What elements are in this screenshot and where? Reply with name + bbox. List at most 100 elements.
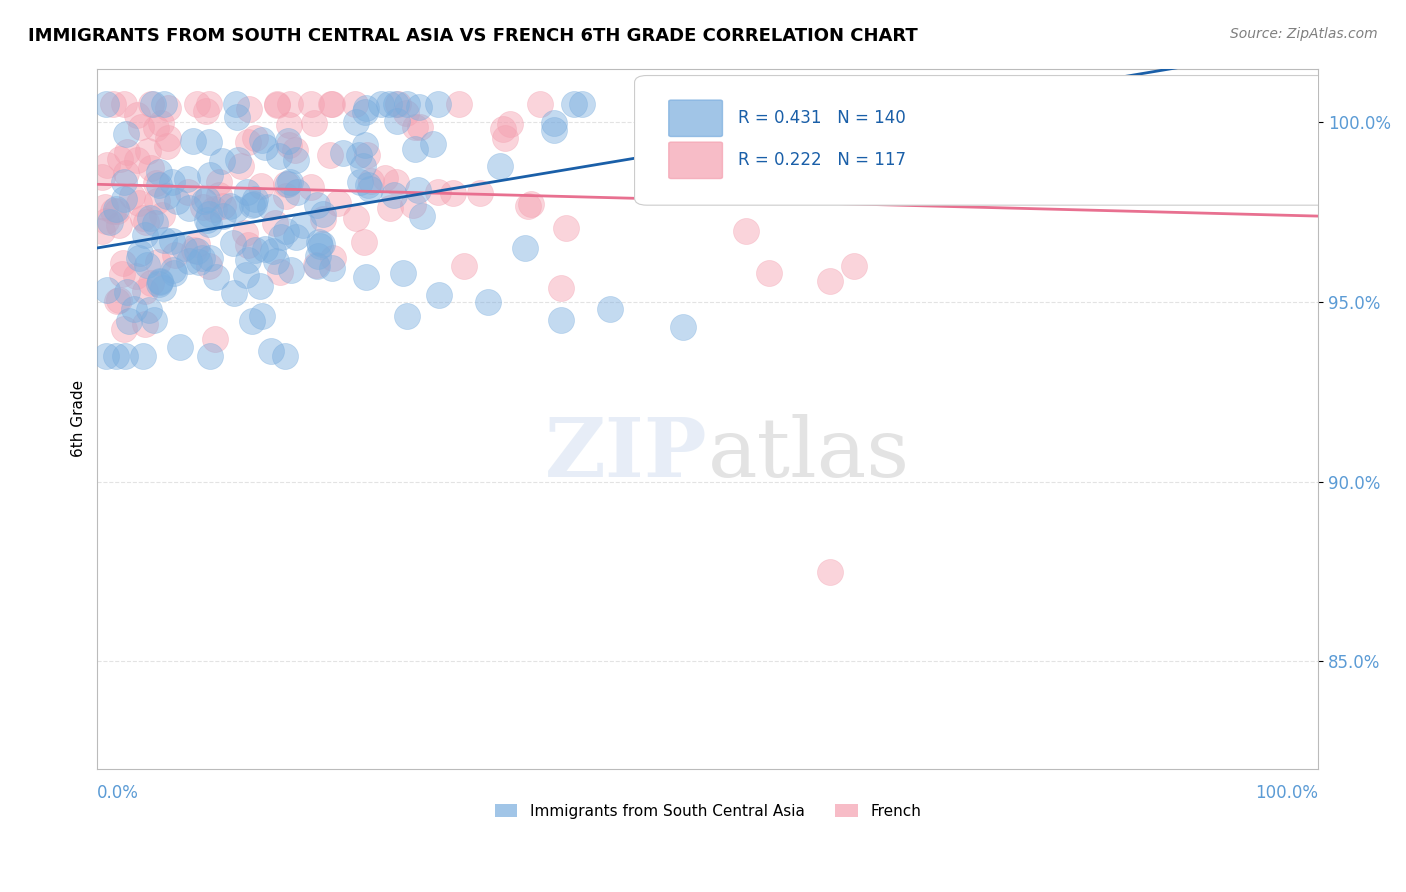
Point <box>269 265 291 279</box>
Text: ZIP: ZIP <box>546 414 707 494</box>
Point <box>844 259 866 273</box>
Point <box>385 97 408 112</box>
Point <box>406 183 429 197</box>
Point <box>198 207 221 221</box>
Point <box>162 263 184 277</box>
Point <box>374 171 396 186</box>
Point <box>307 198 329 212</box>
Point <box>212 209 235 223</box>
Point <box>198 251 221 265</box>
Point <box>156 139 179 153</box>
Point <box>322 251 344 265</box>
Point <box>96 97 118 112</box>
Point <box>292 218 315 232</box>
Point <box>276 177 298 191</box>
Point <box>108 293 131 308</box>
Point <box>427 97 450 112</box>
Point <box>115 166 138 180</box>
Point <box>202 202 225 217</box>
Point <box>143 216 166 230</box>
Point <box>179 201 201 215</box>
Point <box>488 159 510 173</box>
Point <box>136 258 159 272</box>
Point <box>242 197 264 211</box>
Point <box>176 172 198 186</box>
Point <box>233 226 256 240</box>
Point <box>186 97 208 112</box>
Point <box>385 114 408 128</box>
Point <box>321 97 343 112</box>
Point <box>305 258 328 272</box>
Point <box>266 97 288 112</box>
Y-axis label: 6th Grade: 6th Grade <box>72 380 86 458</box>
Point <box>148 178 170 192</box>
Point <box>543 116 565 130</box>
Point <box>422 136 444 151</box>
Point <box>357 178 380 192</box>
Point <box>128 195 150 210</box>
Point <box>142 312 165 326</box>
Point <box>309 239 332 253</box>
Point <box>758 266 780 280</box>
Point <box>513 241 536 255</box>
Point <box>169 340 191 354</box>
Point <box>360 173 382 187</box>
Point <box>673 145 696 160</box>
Point <box>250 309 273 323</box>
Point <box>148 165 170 179</box>
Point <box>205 269 228 284</box>
Point <box>194 104 217 119</box>
Point <box>152 280 174 294</box>
Point <box>347 148 370 162</box>
Point <box>136 144 159 158</box>
Point <box>94 349 117 363</box>
Point <box>319 97 342 112</box>
Point <box>550 281 572 295</box>
Legend: Immigrants from South Central Asia, French: Immigrants from South Central Asia, Fren… <box>488 797 927 825</box>
Point <box>284 143 307 157</box>
Point <box>655 97 678 112</box>
Point <box>391 266 413 280</box>
Point <box>321 261 343 276</box>
Point <box>276 189 298 203</box>
Point <box>477 295 499 310</box>
Point <box>354 269 377 284</box>
Point <box>101 203 124 218</box>
Point <box>236 253 259 268</box>
Point <box>198 218 221 232</box>
Point <box>162 266 184 280</box>
Point <box>156 101 179 115</box>
Point <box>141 277 163 291</box>
Point <box>312 207 335 221</box>
Point <box>222 235 245 250</box>
Point <box>173 241 195 255</box>
Point <box>145 176 167 190</box>
Point <box>516 199 538 213</box>
Point <box>238 238 260 252</box>
Text: 100.0%: 100.0% <box>1256 784 1319 802</box>
Point <box>571 97 593 112</box>
Point <box>134 228 156 243</box>
Point <box>225 202 247 216</box>
Point <box>150 116 173 130</box>
Point <box>198 259 221 273</box>
Point <box>204 332 226 346</box>
Point <box>153 233 176 247</box>
Point <box>125 268 148 283</box>
Point <box>402 198 425 212</box>
Point <box>141 97 163 112</box>
Point <box>818 565 841 579</box>
Point <box>352 159 374 173</box>
Point <box>543 122 565 136</box>
Point <box>134 284 156 298</box>
Point <box>179 254 201 268</box>
Point <box>249 279 271 293</box>
Point <box>160 175 183 189</box>
Point <box>114 349 136 363</box>
Point <box>236 185 259 199</box>
Point <box>409 120 432 135</box>
Point <box>195 192 218 206</box>
Point <box>166 194 188 209</box>
Point <box>240 314 263 328</box>
Point <box>118 314 141 328</box>
